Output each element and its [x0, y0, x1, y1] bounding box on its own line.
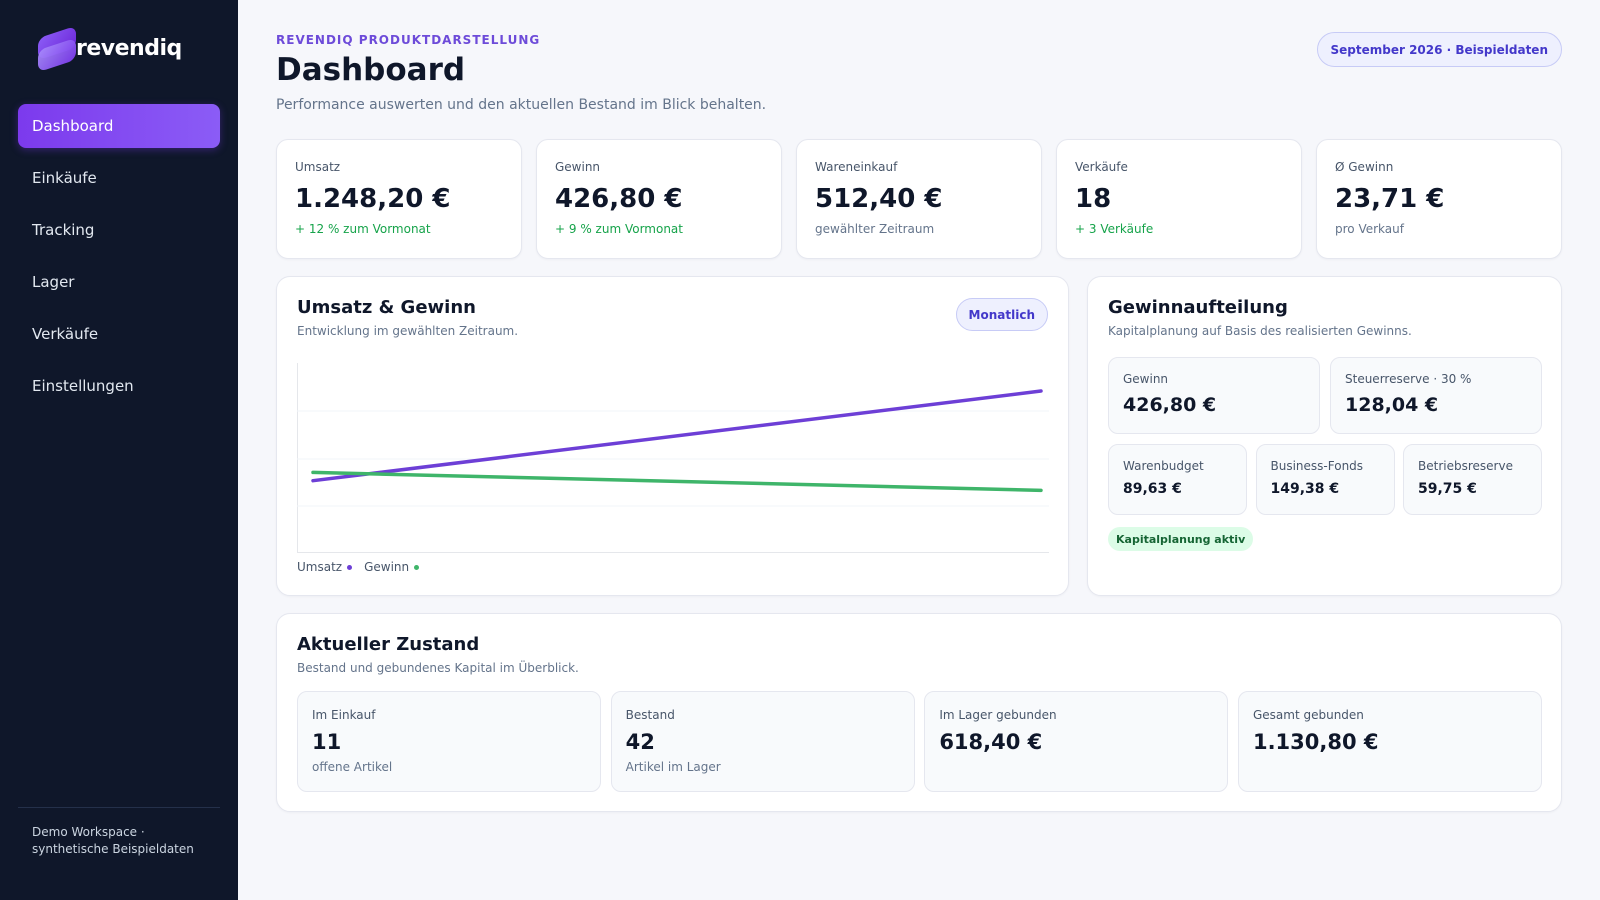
- split-label: Warenbudget: [1123, 459, 1204, 473]
- series-line-gewinn: [311, 470, 1043, 493]
- kpi-value: 1.248,20 €: [295, 184, 451, 214]
- split-title: Gewinnaufteilung: [1108, 297, 1288, 318]
- chart-legend: Umsatz Gewinn: [297, 560, 431, 574]
- split-subtitle: Kapitalplanung auf Basis des realisierte…: [1108, 324, 1412, 338]
- app-name: revendiq: [76, 35, 182, 61]
- kpi-value: 23,71 €: [1335, 184, 1445, 214]
- app-logo[interactable]: revendiq: [38, 25, 182, 73]
- status-label: Gesamt gebunden: [1252, 708, 1364, 722]
- status-title: Aktueller Zustand: [297, 634, 480, 655]
- sidebar-item-verkaeufe[interactable]: Verkäufe: [32, 325, 99, 343]
- sidebar-item-einkaeufe[interactable]: Einkäufe: [32, 169, 97, 187]
- split-label: Gewinn: [1123, 372, 1169, 386]
- status-box-bestand: Bestand 42 Artikel im Lager: [610, 691, 915, 792]
- kpi-card-verkaeufe: Verkäufe 18 + 3 Verkäufe: [1056, 139, 1302, 259]
- page-eyebrow: REVENDIQ PRODUKTDARSTELLUNG: [276, 33, 541, 47]
- kpi-label: Umsatz: [295, 160, 341, 174]
- chart-title: Umsatz & Gewinn: [297, 297, 476, 318]
- page-subtitle: Performance auswerten und den aktuellen …: [276, 97, 767, 113]
- split-value: 128,04 €: [1345, 394, 1439, 416]
- kpi-note: pro Verkauf: [1335, 222, 1404, 236]
- kpi-label: Verkäufe: [1075, 160, 1128, 174]
- sidebar-item-tracking[interactable]: Tracking: [32, 221, 95, 239]
- split-value: 426,80 €: [1123, 394, 1217, 416]
- kpi-card-gewinn: Gewinn 426,80 € + 9 % zum Vormonat: [536, 139, 782, 259]
- status-box-einkauf: Im Einkauf 11 offene Artikel: [297, 691, 601, 792]
- status-value: 42: [625, 730, 655, 754]
- workspace-name: Demo Workspace ·: [32, 825, 145, 839]
- split-reserve-box: Betriebsreserve 59,75 €: [1403, 444, 1542, 515]
- split-fund-box: Business-Fonds 149,38 €: [1255, 444, 1395, 515]
- kpi-label: Ø Gewinn: [1335, 160, 1394, 174]
- period-badge[interactable]: September 2026 · Beispieldaten: [1316, 32, 1562, 67]
- split-grid: Gewinn 426,80 € Steuerreserve · 30 % 128…: [1108, 357, 1542, 515]
- kpi-label: Wareneinkauf: [815, 160, 898, 174]
- kpi-note: + 3 Verkäufe: [1075, 222, 1154, 236]
- series-line-umsatz: [311, 389, 1043, 483]
- kpi-label: Gewinn: [555, 160, 601, 174]
- split-tax-box: Steuerreserve · 30 % 128,04 €: [1330, 357, 1542, 434]
- kpi-note: + 12 % zum Vormonat: [295, 222, 431, 236]
- kpi-value: 18: [1075, 184, 1112, 214]
- chart-subtitle: Entwicklung im gewählten Zeitraum.: [297, 324, 519, 338]
- legend-label: Umsatz: [297, 560, 343, 574]
- sidebar-item-dashboard[interactable]: Dashboard: [18, 104, 220, 148]
- sidebar-item-lager[interactable]: Lager: [32, 273, 75, 291]
- legend-item-umsatz[interactable]: Umsatz: [297, 560, 353, 574]
- sidebar-nav: Dashboard Einkäufe Tracking Lager Verkäu…: [18, 104, 220, 416]
- line-chart: [297, 363, 1049, 553]
- split-value: 89,63 €: [1123, 481, 1182, 497]
- split-label: Business-Fonds: [1270, 459, 1364, 473]
- profit-split-card: Gewinnaufteilung Kapitalplanung auf Basi…: [1087, 276, 1562, 596]
- kpi-card-umsatz: Umsatz 1.248,20 € + 12 % zum Vormonat: [276, 139, 522, 259]
- kpi-note: + 9 % zum Vormonat: [555, 222, 683, 236]
- logo-mark-icon: [38, 25, 76, 73]
- legend-label: Gewinn: [364, 560, 410, 574]
- split-value: 149,38 €: [1270, 481, 1340, 497]
- legend-item-gewinn[interactable]: Gewinn: [364, 560, 420, 574]
- status-value: 618,40 €: [939, 730, 1043, 754]
- current-status-card: Aktueller Zustand Bestand und gebundenes…: [276, 613, 1562, 812]
- series-layer: [311, 389, 1043, 493]
- split-label: Betriebsreserve: [1418, 459, 1513, 473]
- legend-dot-icon: [347, 564, 353, 570]
- split-goods-box: Warenbudget 89,63 €: [1108, 444, 1247, 515]
- status-label: Bestand: [625, 708, 675, 722]
- status-label: Im Einkauf: [312, 708, 376, 722]
- kpi-card-avg-gewinn: Ø Gewinn 23,71 € pro Verkauf: [1316, 139, 1562, 259]
- kpi-card-wareneinkauf: Wareneinkauf 512,40 € gewählter Zeitraum: [796, 139, 1042, 259]
- status-note: Artikel im Lager: [625, 760, 721, 774]
- status-box-lager-gebunden: Im Lager gebunden 618,40 €: [924, 691, 1229, 792]
- workspace-info: Demo Workspace · synthetische Beispielda…: [18, 807, 220, 858]
- status-note: offene Artikel: [312, 760, 393, 774]
- legend-dot-icon: [414, 564, 420, 570]
- split-value: 59,75 €: [1418, 481, 1477, 497]
- status-label: Im Lager gebunden: [939, 708, 1057, 722]
- capital-planning-badge: Kapitalplanung aktiv: [1108, 527, 1254, 551]
- status-value: 11: [312, 730, 342, 754]
- kpi-row: Umsatz 1.248,20 € + 12 % zum Vormonat Ge…: [276, 139, 1562, 259]
- split-profit-box: Gewinn 426,80 €: [1108, 357, 1320, 434]
- kpi-note: gewählter Zeitraum: [815, 222, 935, 236]
- revenue-profit-chart-card: Umsatz & Gewinn Entwicklung im gewählten…: [276, 276, 1069, 596]
- kpi-value: 512,40 €: [815, 184, 943, 214]
- status-subtitle: Bestand und gebundenes Kapital im Überbl…: [297, 661, 579, 675]
- sidebar: revendiq Dashboard Einkäufe Tracking Lag…: [0, 0, 238, 900]
- workspace-note: synthetische Beispieldaten: [32, 842, 194, 856]
- kpi-value: 426,80 €: [555, 184, 683, 214]
- split-label: Steuerreserve · 30 %: [1345, 372, 1472, 386]
- status-box-gesamt-gebunden: Gesamt gebunden 1.130,80 €: [1237, 691, 1542, 792]
- sidebar-item-einstellungen[interactable]: Einstellungen: [32, 377, 134, 395]
- status-grid: Im Einkauf 11 offene Artikel Bestand 42 …: [297, 691, 1542, 792]
- period-toggle-button[interactable]: Monatlich: [955, 298, 1048, 331]
- status-value: 1.130,80 €: [1252, 730, 1379, 754]
- page-title: Dashboard: [276, 52, 466, 88]
